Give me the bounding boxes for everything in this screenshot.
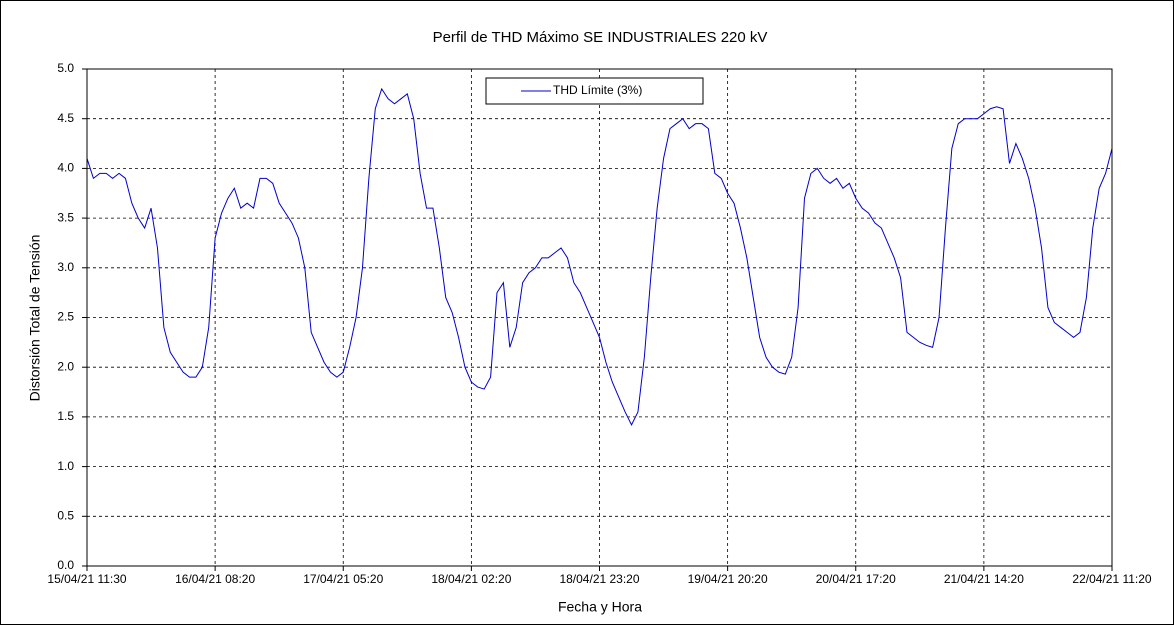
y-tick-label: 3.0	[57, 260, 74, 274]
y-tick-label: 4.5	[57, 111, 74, 125]
line-series	[86, 87, 1113, 426]
y-tick-label: 2.0	[57, 359, 74, 373]
x-tick-label: 18/04/21 23:20	[559, 572, 639, 586]
x-tick-label: 22/04/21 11:20	[1072, 572, 1152, 586]
chart-title: Perfil de THD Máximo SE INDUSTRIALES 220…	[433, 29, 768, 46]
x-tick-label: 16/04/21 08:20	[175, 572, 255, 586]
y-tick-label: 5.0	[57, 61, 74, 75]
y-tick-label: 2.5	[57, 310, 74, 324]
y-tick-label: 0.0	[57, 558, 74, 572]
x-tick-label: 17/04/21 05:20	[303, 572, 383, 586]
y-axis-label: Distorsión Total de Tensión	[27, 235, 43, 402]
x-tick-label: 20/04/21 17:20	[816, 572, 896, 586]
y-tick-label: 3.5	[57, 210, 74, 224]
x-tick-label: 18/04/21 02:20	[431, 572, 511, 586]
x-tick-label: 15/04/21 11:30	[47, 572, 127, 586]
x-tick-label: 19/04/21 20:20	[688, 572, 768, 586]
y-tick-label: 1.0	[57, 459, 74, 473]
legend-label: THD Límite (3%)	[553, 83, 642, 97]
x-axis-label: Fecha y Hora	[558, 599, 642, 615]
x-tick-label: 21/04/21 14:20	[944, 572, 1024, 586]
y-tick-label: 1.5	[57, 409, 74, 423]
y-tick-label: 4.0	[57, 161, 74, 175]
plot-border	[86, 68, 1113, 567]
y-tick-label: 0.5	[57, 508, 74, 522]
